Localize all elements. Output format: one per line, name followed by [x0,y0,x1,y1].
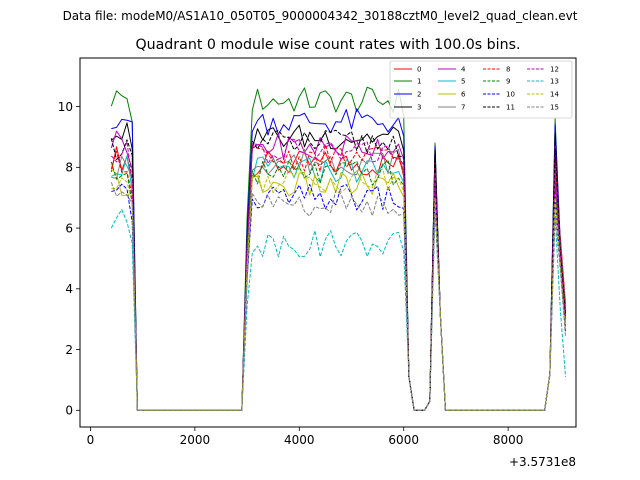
x-axis: 0 2000 4000 6000 8000 [87,427,524,447]
y-tick-label-8: 8 [65,161,73,175]
legend-label-0: 0 [417,66,421,74]
series-line-5 [111,155,567,411]
legend-label-13: 13 [550,78,559,86]
series-line-0 [110,146,567,411]
series-line-14 [111,167,567,411]
x-tick-label-2000: 2000 [180,433,211,447]
x-tick-label-6000: 6000 [388,433,419,447]
series-line-11 [110,129,567,411]
series-line-6 [111,169,567,411]
series-line-10 [111,183,567,411]
legend-label-2: 2 [417,91,421,99]
legend-label-11: 11 [506,104,515,112]
legend-label-7: 7 [461,104,465,112]
legend-label-12: 12 [550,66,559,74]
series-line-15 [110,182,567,411]
legend-label-1: 1 [417,78,421,86]
series-line-9 [110,159,567,411]
y-tick-label-6: 6 [65,221,73,235]
legend-label-4: 4 [461,66,466,74]
chart-title: Quadrant 0 module wise count rates with … [135,37,520,53]
legend-label-10: 10 [506,91,515,99]
x-tick-label-8000: 8000 [493,433,524,447]
legend-label-8: 8 [506,66,510,74]
y-tick-label-10: 10 [58,100,73,114]
series-layer [110,86,567,411]
x-axis-offset-label: +3.5731e8 [509,455,576,469]
figure-suptitle: Data file: modeM0/AS1A10_050T05_90000043… [63,9,578,23]
x-tick-label-0: 0 [87,433,95,447]
y-tick-label-2: 2 [65,343,73,357]
series-line-8 [110,144,567,411]
y-tick-label-0: 0 [65,404,73,418]
series-line-13 [110,209,567,411]
legend-box [389,60,573,119]
x-tick-label-4000: 4000 [284,433,315,447]
y-axis: 0 2 4 6 8 10 [58,100,80,418]
series-line-4 [110,130,567,411]
y-tick-label-4: 4 [65,282,73,296]
legend-label-14: 14 [550,91,559,99]
legend-label-9: 9 [506,78,510,86]
legend-label-15: 15 [550,104,559,112]
legend-label-6: 6 [461,91,466,99]
series-line-1 [110,86,567,411]
axes-frame [79,57,577,428]
legend-label-5: 5 [461,78,465,86]
legend-label-3: 3 [417,104,421,112]
